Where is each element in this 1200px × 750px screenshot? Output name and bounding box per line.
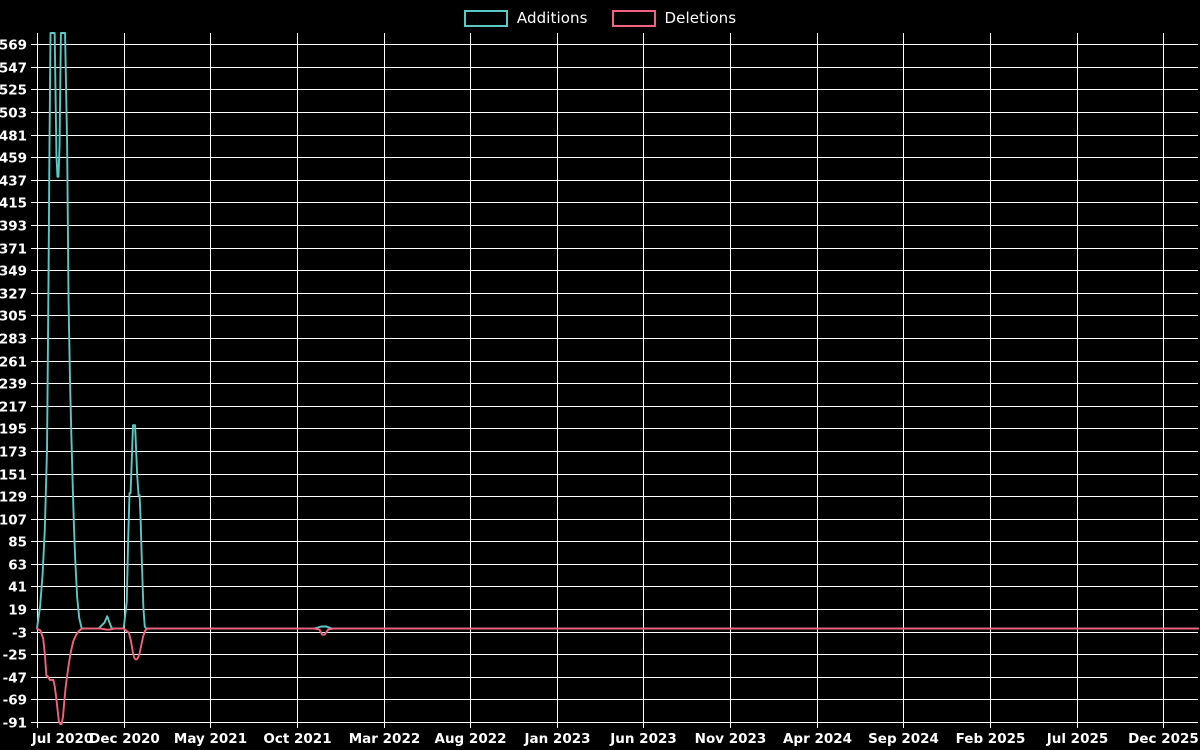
y-tick-label: -25 bbox=[3, 648, 27, 664]
y-tick-label: 503 bbox=[0, 106, 27, 122]
y-tick-label: 217 bbox=[0, 400, 27, 416]
x-tick-label: Dec 2020 bbox=[89, 731, 160, 747]
x-tick-label: Apr 2024 bbox=[783, 731, 852, 747]
y-tick-label: -3 bbox=[12, 626, 27, 642]
x-tick-label: Sep 2024 bbox=[868, 731, 939, 747]
series-line-deletions bbox=[36, 627, 1199, 725]
y-tick-label: 173 bbox=[0, 445, 27, 461]
y-tick-label: 305 bbox=[0, 309, 27, 325]
y-tick-label: -69 bbox=[3, 693, 27, 709]
y-tick-label: -47 bbox=[3, 671, 27, 687]
y-tick-label: 371 bbox=[0, 242, 27, 258]
legend-entry-deletions[interactable]: Deletions bbox=[611, 9, 737, 27]
x-tick-label: Feb 2025 bbox=[956, 731, 1026, 747]
y-tick-label: 19 bbox=[8, 603, 27, 619]
data-series-layer bbox=[36, 32, 1199, 725]
legend-label-deletions: Deletions bbox=[664, 9, 737, 27]
y-tick-label: 41 bbox=[8, 580, 27, 596]
y-tick-label: 63 bbox=[8, 558, 27, 574]
x-tick-label: Jan 2023 bbox=[523, 731, 590, 747]
y-tick-label: 393 bbox=[0, 219, 27, 235]
legend-label-additions: Additions bbox=[516, 9, 588, 27]
y-tick-label: 261 bbox=[0, 355, 27, 371]
x-tick-label: Jun 2023 bbox=[609, 731, 677, 747]
y-tick-label: 151 bbox=[0, 468, 27, 484]
x-tick-label: Nov 2023 bbox=[695, 731, 767, 747]
y-tick-label: 107 bbox=[0, 513, 27, 529]
y-tick-label: 547 bbox=[0, 61, 27, 77]
x-tick-label: Jul 2020 bbox=[31, 731, 94, 747]
x-tick-label: Jul 2025 bbox=[1046, 731, 1109, 747]
chart-legend: Additions Deletions bbox=[0, 0, 1200, 36]
x-tick-label: May 2021 bbox=[174, 731, 247, 747]
y-tick-label: 349 bbox=[0, 264, 27, 280]
x-tick-label: Mar 2022 bbox=[349, 731, 420, 747]
legend-swatch-additions-icon bbox=[463, 9, 508, 27]
y-tick-label: 481 bbox=[0, 129, 27, 145]
y-tick-label: 525 bbox=[0, 83, 27, 99]
x-tick-label: Oct 2021 bbox=[263, 731, 331, 747]
legend-swatch-deletions-icon bbox=[611, 9, 656, 27]
y-axis-tick-labels: 569 547 525 503 481 459 437 415 393 371 349 327 305 2… bbox=[0, 38, 27, 732]
y-tick-label: 415 bbox=[0, 196, 27, 212]
y-tick-label: 459 bbox=[0, 151, 27, 167]
legend-entry-additions[interactable]: Additions bbox=[463, 9, 588, 27]
y-tick-label: 569 bbox=[0, 38, 27, 54]
y-tick-label: 283 bbox=[0, 332, 27, 348]
y-tick-label: 85 bbox=[8, 535, 27, 551]
y-tick-label: 239 bbox=[0, 377, 27, 393]
y-tick-label: 327 bbox=[0, 287, 27, 303]
y-tick-label: 129 bbox=[0, 490, 27, 506]
y-tick-label: -91 bbox=[3, 716, 27, 732]
grid-layer bbox=[31, 33, 1198, 728]
y-tick-label: 437 bbox=[0, 174, 27, 190]
x-tick-label: Dec 2025 bbox=[1128, 731, 1199, 747]
y-tick-label: 195 bbox=[0, 422, 27, 438]
x-tick-label: Aug 2022 bbox=[435, 731, 507, 747]
